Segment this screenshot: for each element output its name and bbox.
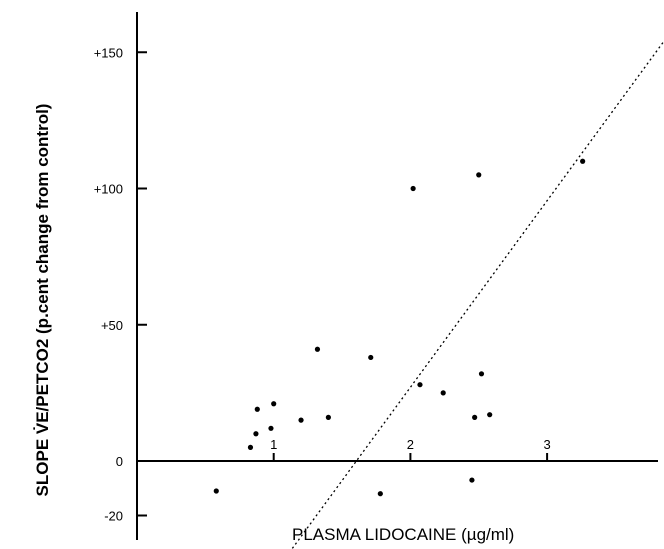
data-point	[271, 401, 277, 407]
data-point	[213, 488, 219, 494]
data-point	[298, 417, 304, 423]
data-point	[580, 158, 586, 164]
data-point	[377, 491, 383, 497]
data-point	[268, 425, 274, 431]
data-point	[254, 406, 260, 412]
x-axis-title: PLASMA LIDOCAINE (µg/ml)	[292, 525, 514, 544]
regression-line	[291, 40, 664, 549]
data-point	[440, 390, 446, 396]
x-tick-label: 1	[270, 437, 277, 452]
data-point	[487, 412, 493, 418]
x-tick-label: 3	[543, 437, 550, 452]
data-point	[368, 354, 374, 361]
data-point	[417, 382, 423, 388]
regression-line-group	[291, 40, 664, 549]
data-point	[478, 371, 485, 377]
data-point	[469, 477, 475, 483]
x-tick-label: 2	[407, 437, 414, 452]
y-tick-label: +150	[94, 45, 123, 60]
axes: +150+100+500-201234	[94, 12, 658, 540]
data-points	[213, 158, 586, 497]
y-tick-label: +100	[94, 182, 123, 197]
data-point	[476, 172, 482, 178]
data-point	[410, 185, 416, 192]
y-axis-title: SLOPE V̇E/PETCO2 (p.cent change from con…	[33, 104, 52, 497]
y-tick-label: 0	[116, 454, 123, 469]
data-point	[253, 431, 259, 437]
data-point	[325, 414, 331, 420]
data-point	[247, 444, 254, 450]
y-tick-label: +50	[101, 318, 123, 333]
data-point	[314, 346, 321, 352]
data-point	[472, 414, 478, 420]
y-tick-label: -20	[104, 509, 123, 524]
